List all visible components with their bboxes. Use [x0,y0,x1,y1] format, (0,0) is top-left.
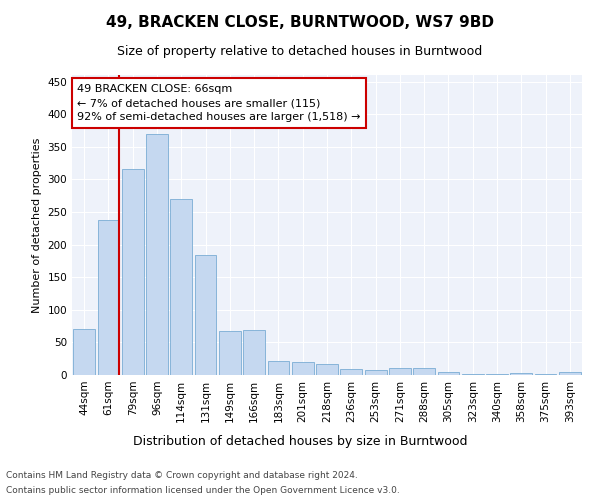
Bar [122,169,143,375]
Y-axis label: Number of detached properties: Number of detached properties [32,138,42,312]
Bar [146,134,168,375]
Bar [194,255,217,375]
Bar [219,332,241,375]
Bar [365,370,386,375]
Text: Size of property relative to detached houses in Burntwood: Size of property relative to detached ho… [118,45,482,58]
Text: Contains HM Land Registry data © Crown copyright and database right 2024.: Contains HM Land Registry data © Crown c… [6,471,358,480]
Bar [389,368,411,375]
Bar [268,362,289,375]
Bar [413,368,435,375]
Bar [170,199,192,375]
Bar [511,373,532,375]
Bar [437,372,460,375]
Bar [486,374,508,375]
Bar [535,374,556,375]
Bar [316,364,338,375]
Text: 49 BRACKEN CLOSE: 66sqm
← 7% of detached houses are smaller (115)
92% of semi-de: 49 BRACKEN CLOSE: 66sqm ← 7% of detached… [77,84,361,122]
Bar [292,362,314,375]
Text: Distribution of detached houses by size in Burntwood: Distribution of detached houses by size … [133,435,467,448]
Bar [462,374,484,375]
Bar [243,330,265,375]
Bar [559,372,581,375]
Bar [97,220,119,375]
Text: 49, BRACKEN CLOSE, BURNTWOOD, WS7 9BD: 49, BRACKEN CLOSE, BURNTWOOD, WS7 9BD [106,15,494,30]
Bar [73,330,95,375]
Text: Contains public sector information licensed under the Open Government Licence v3: Contains public sector information licen… [6,486,400,495]
Bar [340,369,362,375]
